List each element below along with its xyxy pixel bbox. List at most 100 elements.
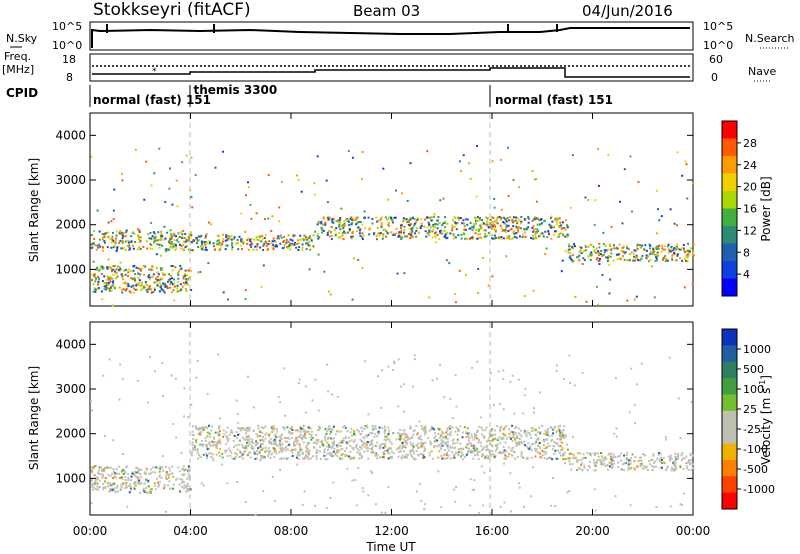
scatter-cell [537,444,540,447]
scatter-cell [563,425,566,428]
scatter-cell [329,454,332,457]
scatter-cell [243,428,246,431]
scatter-cell [329,217,332,220]
scatter-cell [212,437,215,440]
scatter-cell [430,226,433,229]
scatter-cell [130,285,133,288]
scatter-cell [510,228,513,231]
scatter-cell [600,252,603,255]
scatter-cell [328,452,331,455]
scatter-cell [607,153,610,156]
y-tick-label: 2000 [55,218,86,232]
scatter-cell [204,234,207,237]
scatter-cell [439,231,442,234]
scatter-cell [546,427,549,430]
scatter-cell [150,276,153,279]
scatter-cell [190,233,193,236]
scatter-cell [137,276,140,279]
scatter-cell [301,237,304,240]
scatter-cell [154,239,157,242]
scatter-cell [106,466,109,469]
scatter-cell [692,182,695,185]
scatter-cell [179,264,182,267]
scatter-cell [112,273,115,276]
scatter-cell [315,442,318,445]
scatter-cell [466,447,469,450]
scatter-cell [441,444,444,447]
scatter-cell [349,431,352,434]
scatter-cell [97,287,100,290]
scatter-cell [333,229,336,232]
scatter-cell [211,440,214,443]
scatter-cell [299,446,302,449]
scatter-cell [164,476,167,479]
scatter-cell [499,402,502,405]
scatter-cell [328,446,331,449]
scatter-cell [657,453,660,456]
scatter-cell [542,444,545,447]
scatter-cell [466,218,469,221]
scatter-cell [472,223,475,226]
scatter-cell [201,428,204,431]
colorbar-tick-label: 1000 [743,343,771,356]
scatter-cell [99,466,102,469]
scatter-cell [217,239,220,242]
scatter-cell [579,245,582,248]
scatter-cell [371,217,374,220]
scatter-cell [336,445,339,448]
scatter-cell [383,425,386,428]
scatter-cell [456,441,459,444]
scatter-cell [256,435,259,438]
scatter-cell [583,249,586,252]
scatter-cell [199,431,202,434]
scatter-cell [437,444,440,447]
scatter-cell [111,483,114,486]
scatter-cell [332,450,335,453]
scatter-cell [635,295,638,298]
scatter-cell [351,479,354,482]
scatter-cell [547,230,550,233]
scatter-cell [109,285,112,288]
scatter-cell [655,189,658,192]
scatter-cell [92,290,95,293]
scatter-cell [182,240,185,243]
scatter-cell [500,425,503,428]
scatter-cell [471,235,474,238]
scatter-cell [325,507,328,510]
scatter-cell [479,227,482,230]
scatter-cell [236,453,239,456]
scatter-cell [550,440,553,443]
scatter-cell [148,268,151,271]
scatter-cell [473,488,476,491]
scatter-cell [279,458,282,461]
scatter-cell [601,455,604,458]
scatter-cell [626,259,629,262]
scatter-cell [140,469,143,472]
scatter-cell [419,446,422,449]
scatter-cell [388,452,391,455]
scatter-cell [395,438,398,441]
scatter-cell [617,461,620,464]
scatter-cell [530,426,533,429]
scatter-cell [264,446,267,449]
scatter-cell [594,509,597,512]
scatter-cell [296,429,299,432]
scatter-cell [196,238,199,241]
scatter-cell [200,247,203,250]
scatter-cell [515,425,518,428]
scatter-cell [188,467,191,470]
scatter-cell [136,228,139,231]
scatter-cell [656,251,659,254]
scatter-cell [537,235,540,238]
scatter-cell [532,228,535,231]
scatter-cell [340,453,343,456]
scatter-cell [503,222,506,225]
scatter-cell [411,442,414,445]
scatter-cell [411,230,414,233]
scatter-cell [610,455,613,458]
scatter-cell [375,234,378,237]
scatter-cell [508,446,511,449]
scatter-cell [653,296,656,299]
scatter-cell [370,451,373,454]
scatter-cell [675,246,678,249]
